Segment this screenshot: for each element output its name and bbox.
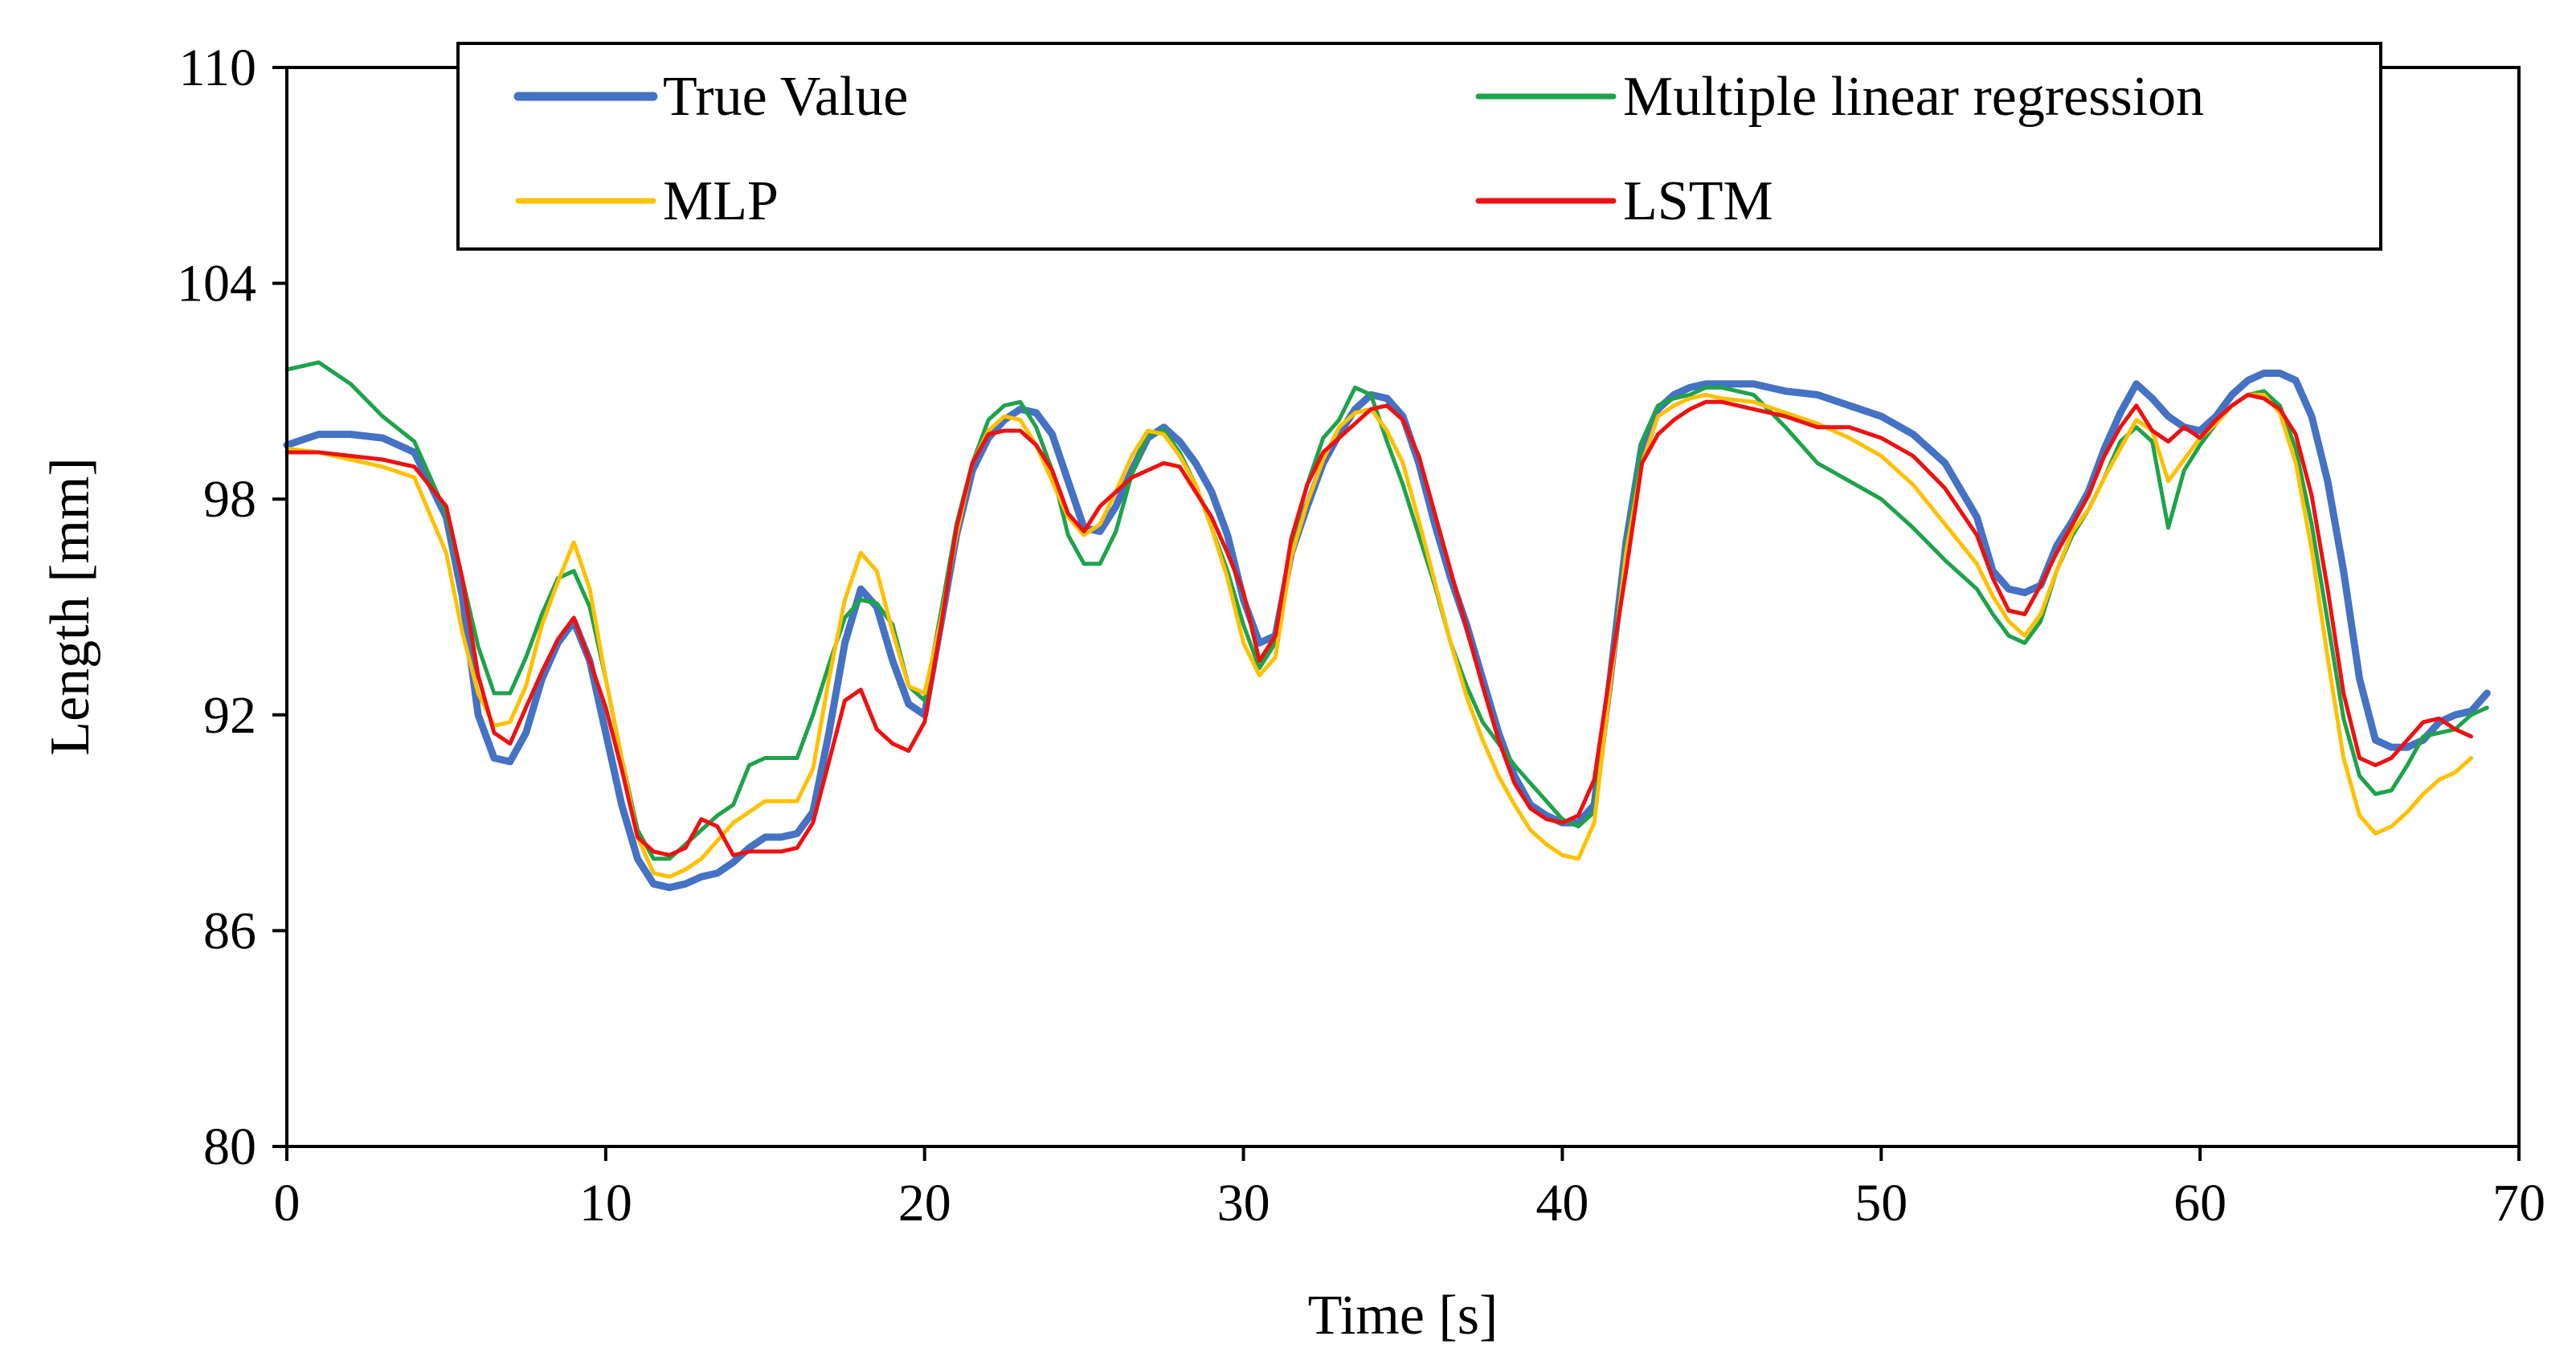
x-tick-label: 30	[1217, 1174, 1270, 1232]
legend-label-lstm: LSTM	[1623, 170, 1773, 232]
x-tick-label: 0	[274, 1174, 301, 1232]
x-axis-label: Time [s]	[1308, 1285, 1499, 1347]
y-axis: 80 86 92 98 104 110	[177, 39, 287, 1176]
legend-box	[456, 42, 2382, 251]
legend-label-mlp: MLP	[663, 170, 779, 232]
y-tick-label: 80	[203, 1118, 256, 1176]
y-axis-label: Length [mm]	[39, 457, 101, 755]
series-layer	[283, 360, 2491, 892]
series-line-mlp	[284, 392, 2473, 879]
x-tick-label: 60	[2173, 1174, 2226, 1232]
y-tick-label: 86	[203, 901, 256, 960]
legend-label-true-value: True Value	[663, 66, 908, 128]
series-line-multiple-linear-regression	[284, 360, 2489, 861]
y-tick-label: 110	[178, 39, 256, 97]
series-line-true-value	[283, 370, 2491, 892]
x-tick-label: 20	[898, 1174, 951, 1232]
x-axis: 0 10 20 30 40 50 60 70	[274, 1146, 2545, 1232]
series-line-lstm	[284, 392, 2473, 857]
x-tick-label: 40	[1535, 1174, 1589, 1232]
x-tick-label: 10	[579, 1174, 632, 1232]
y-tick-label: 104	[177, 255, 256, 313]
x-tick-label: 50	[1854, 1174, 1907, 1232]
y-tick-label: 98	[203, 470, 256, 529]
legend: True Value Multiple linear regression ML…	[456, 42, 2382, 251]
x-tick-label: 70	[2492, 1174, 2545, 1232]
y-tick-label: 92	[203, 686, 256, 745]
legend-label-multiple-linear-regression: Multiple linear regression	[1623, 66, 2204, 128]
